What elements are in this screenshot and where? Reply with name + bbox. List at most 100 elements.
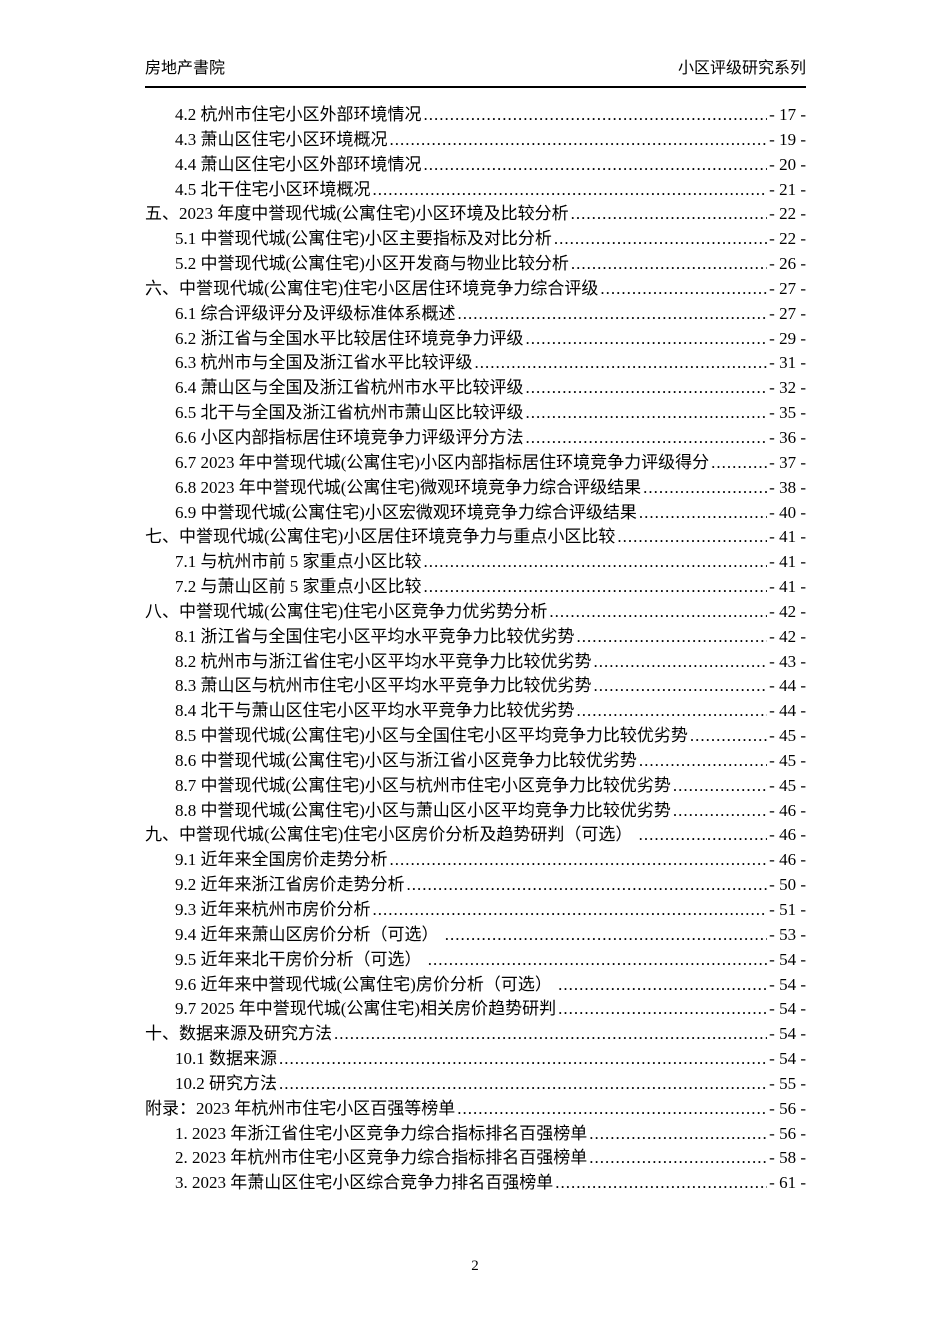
toc-entry[interactable]: 八、中誉现代城(公寓住宅)住宅小区竞争力优劣势分析...............… — [145, 600, 806, 625]
toc-leader-dots: ........................................… — [525, 328, 768, 348]
toc-entry[interactable]: 6.4 萧山区与全国及浙江省杭州市水平比较评级.................… — [145, 376, 806, 401]
toc-entry-title: 九、中誉现代城(公寓住宅)住宅小区房价分析及趋势研判（可选） — [145, 825, 637, 845]
toc-entry-title: 八、中誉现代城(公寓住宅)住宅小区竞争力优劣势分析 — [145, 601, 548, 621]
toc-entry[interactable]: 9.4 近年来萧山区房价分析（可选） .....................… — [145, 923, 806, 948]
toc-entry-title: 8.3 萧山区与杭州市住宅小区平均水平竞争力比较优劣势 — [175, 676, 592, 696]
toc-entry-title: 6.7 2023 年中誉现代城(公寓住宅)小区内部指标居住环境竞争力评级得分 — [175, 452, 710, 472]
toc-entry-page: - 41 - — [769, 552, 806, 572]
toc-entry[interactable]: 6.2 浙江省与全国水平比较居住环境竞争力评级.................… — [145, 327, 806, 352]
toc-leader-dots: ........................................… — [372, 179, 768, 199]
toc-entry[interactable]: 6.1 综合评级评分及评级标准体系概述.....................… — [145, 302, 806, 327]
toc-entry-title: 6.8 2023 年中誉现代城(公寓住宅)微观环境竞争力综合评级结果 — [175, 477, 642, 497]
toc-entry[interactable]: 10.1 数据来源...............................… — [145, 1047, 806, 1072]
toc-entry-title: 4.3 萧山区住宅小区环境概况 — [175, 129, 388, 149]
toc-entry-title: 8.6 中誉现代城(公寓住宅)小区与浙江省小区竞争力比较优劣势 — [175, 750, 637, 770]
toc-entry-page: - 37 - — [769, 452, 806, 472]
toc-entry-page: - 45 - — [769, 726, 806, 746]
toc-entry-title: 五、2023 年度中誉现代城(公寓住宅)小区环境及比较分析 — [145, 204, 569, 224]
toc-entry[interactable]: 3. 2023 年萧山区住宅小区综合竞争力排名百强榜单.............… — [145, 1171, 806, 1196]
toc-entry[interactable]: 9.1 近年来全国房价走势分析.........................… — [145, 848, 806, 873]
toc-entry-page: - 27 - — [769, 278, 806, 298]
toc-entry[interactable]: 8.7 中誉现代城(公寓住宅)小区与杭州市住宅小区竞争力比较优劣势.......… — [145, 774, 806, 799]
toc-leader-dots: ........................................… — [457, 303, 768, 323]
toc-entry-page: - 54 - — [769, 1024, 806, 1044]
toc-leader-dots: ........................................… — [589, 1123, 767, 1143]
toc-entry[interactable]: 9.5 近年来北干房价分析（可选） ......................… — [145, 948, 806, 973]
toc-entry[interactable]: 附录：2023 年杭州市住宅小区百强等榜单...................… — [145, 1097, 806, 1122]
toc-entry[interactable]: 4.5 北干住宅小区环境概况..........................… — [145, 178, 806, 203]
toc-leader-dots: ........................................… — [638, 502, 767, 522]
toc-entry-page: - 54 - — [769, 974, 806, 994]
toc-entry-page: - 21 - — [769, 179, 806, 199]
toc-entry[interactable]: 8.5 中誉现代城(公寓住宅)小区与全国住宅小区平均竞争力比较优劣势......… — [145, 724, 806, 749]
toc-entry[interactable]: 6.6 小区内部指标居住环境竞争力评级评分方法.................… — [145, 426, 806, 451]
toc-entry-title: 10.1 数据来源 — [175, 1049, 277, 1069]
toc-entry[interactable]: 5.2 中誉现代城(公寓住宅)小区开发商与物业比较分析.............… — [145, 252, 806, 277]
toc-entry-page: - 51 - — [769, 900, 806, 919]
toc-entry-page: - 50 - — [769, 875, 806, 895]
toc-entry[interactable]: 4.4 萧山区住宅小区外部环境情况.......................… — [145, 153, 806, 178]
toc-entry-page: - 36 - — [769, 427, 806, 447]
toc-entry-page: - 46 - — [769, 800, 806, 820]
toc-entry-title: 7.1 与杭州市前 5 家重点小区比较 — [175, 552, 422, 572]
toc-entry[interactable]: 7.2 与萧山区前 5 家重点小区比较.....................… — [145, 575, 806, 600]
toc-entry[interactable]: 七、中誉现代城(公寓住宅)小区居住环境竞争力与重点小区比较...........… — [145, 525, 806, 550]
toc-entry[interactable]: 9.2 近年来浙江省房价走势分析........................… — [145, 873, 806, 898]
toc-entry[interactable]: 8.1 浙江省与全国住宅小区平均水平竞争力比较优劣势..............… — [145, 625, 806, 650]
toc-entry-page: - 26 - — [769, 254, 806, 274]
toc-entry-title: 9.2 近年来浙江省房价走势分析 — [175, 875, 405, 895]
toc-entry[interactable]: 8.3 萧山区与杭州市住宅小区平均水平竞争力比较优劣势.............… — [145, 674, 806, 699]
toc-leader-dots: ........................................… — [558, 999, 767, 1019]
toc-entry-title: 7.2 与萧山区前 5 家重点小区比较 — [175, 577, 422, 597]
toc-leader-dots: ........................................… — [711, 452, 768, 472]
toc-entry-title: 1. 2023 年浙江省住宅小区竞争力综合指标排名百强榜单 — [175, 1123, 588, 1143]
toc-entry[interactable]: 五、2023 年度中誉现代城(公寓住宅)小区环境及比较分析...........… — [145, 202, 806, 227]
toc-entry-title: 9.6 近年来中誉现代城(公寓住宅)房价分析（可选） — [175, 974, 557, 994]
toc-leader-dots: ........................................… — [570, 254, 767, 274]
toc-entry[interactable]: 1. 2023 年浙江省住宅小区竞争力综合指标排名百强榜单...........… — [145, 1122, 806, 1147]
toc-entry[interactable]: 9.7 2025 年中誉现代城(公寓住宅)相关房价趋势研判...........… — [145, 997, 806, 1022]
toc-entry-title: 6.9 中誉现代城(公寓住宅)小区宏微观环境竞争力综合评级结果 — [175, 502, 637, 522]
toc-entry[interactable]: 6.9 中誉现代城(公寓住宅)小区宏微观环境竞争力综合评级结果.........… — [145, 501, 806, 526]
toc-entry-title: 8.4 北干与萧山区住宅小区平均水平竞争力比较优劣势 — [175, 701, 575, 721]
toc-entry[interactable]: 8.8 中誉现代城(公寓住宅)小区与萧山区小区平均竞争力比较优劣势.......… — [145, 799, 806, 824]
toc-entry[interactable]: 9.6 近年来中誉现代城(公寓住宅)房价分析（可选） .............… — [145, 973, 806, 998]
toc-entry[interactable]: 九、中誉现代城(公寓住宅)住宅小区房价分析及趋势研判（可选） .........… — [145, 823, 806, 848]
toc-entry[interactable]: 6.5 北干与全国及浙江省杭州市萧山区比较评级.................… — [145, 401, 806, 426]
toc-entry-title: 9.1 近年来全国房价走势分析 — [175, 850, 388, 870]
toc-entry-page: - 41 - — [769, 577, 806, 597]
toc-leader-dots: ........................................… — [638, 825, 768, 845]
toc-leader-dots: ........................................… — [638, 750, 767, 770]
toc-entry-page: - 35 - — [769, 403, 806, 423]
toc-entry-page: - 54 - — [769, 999, 806, 1019]
toc-entry[interactable]: 10.2 研究方法...............................… — [145, 1072, 806, 1097]
toc-entry[interactable]: 8.4 北干与萧山区住宅小区平均水平竞争力比较优劣势..............… — [145, 699, 806, 724]
toc-leader-dots: ........................................… — [474, 353, 768, 373]
toc-entry[interactable]: 2. 2023 年杭州市住宅小区竞争力综合指标排名百强榜单...........… — [145, 1146, 806, 1171]
toc-entry[interactable]: 7.1 与杭州市前 5 家重点小区比较.....................… — [145, 550, 806, 575]
toc-entry[interactable]: 6.7 2023 年中誉现代城(公寓住宅)小区内部指标居住环境竞争力评级得分..… — [145, 451, 806, 476]
toc-entry[interactable]: 8.2 杭州市与浙江省住宅小区平均水平竞争力比较优劣势.............… — [145, 650, 806, 675]
toc-leader-dots: ........................................… — [672, 775, 768, 795]
toc-entry[interactable]: 六、中誉现代城(公寓住宅)住宅小区居住环境竞争力综合评级............… — [145, 277, 806, 302]
toc-entry[interactable]: 5.1 中誉现代城(公寓住宅)小区主要指标及对比分析..............… — [145, 227, 806, 252]
toc-entry[interactable]: 8.6 中誉现代城(公寓住宅)小区与浙江省小区竞争力比较优劣势.........… — [145, 749, 806, 774]
toc-entry[interactable]: 4.3 萧山区住宅小区环境概况.........................… — [145, 128, 806, 153]
toc-entry[interactable]: 6.8 2023 年中誉现代城(公寓住宅)微观环境竞争力综合评级结果......… — [145, 476, 806, 501]
toc-entry-page: - 32 - — [769, 378, 806, 398]
toc-entry-title: 4.5 北干住宅小区环境概况 — [175, 179, 371, 199]
toc-entry-title: 8.8 中誉现代城(公寓住宅)小区与萧山区小区平均竞争力比较优劣势 — [175, 800, 671, 820]
toc-leader-dots: ........................................… — [593, 651, 768, 671]
toc-entry[interactable]: 十、数据来源及研究方法.............................… — [145, 1022, 806, 1047]
toc-leader-dots: ........................................… — [525, 403, 768, 423]
toc-entry[interactable]: 6.3 杭州市与全国及浙江省水平比较评级....................… — [145, 351, 806, 376]
toc-entry[interactable]: 9.3 近年来杭州市房价分析..........................… — [145, 898, 806, 923]
toc-entry-page: - 22 - — [769, 229, 806, 249]
toc-entry-page: - 31 - — [769, 353, 806, 373]
toc-leader-dots: ........................................… — [617, 527, 768, 547]
toc-entry-page: - 27 - — [769, 303, 806, 323]
toc-entry-page: - 44 - — [769, 676, 806, 696]
toc-leader-dots: ........................................… — [525, 378, 768, 398]
toc-entry[interactable]: 4.2 杭州市住宅小区外部环境情况.......................… — [145, 103, 806, 128]
toc-leader-dots: ........................................… — [423, 105, 768, 124]
